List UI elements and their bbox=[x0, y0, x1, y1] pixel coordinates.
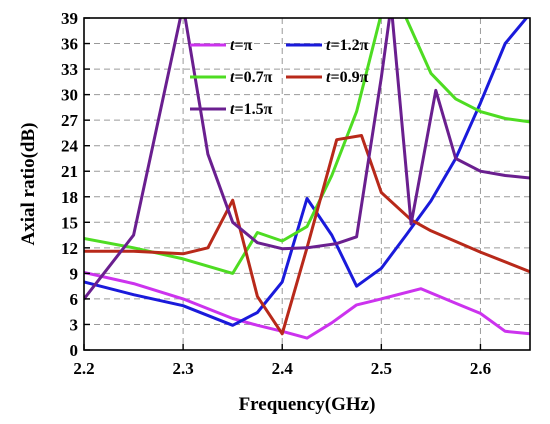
legend-value-5: =1.5π bbox=[234, 101, 272, 118]
legend-value-4: =0.9π bbox=[330, 69, 368, 86]
x-tick-label: 2.5 bbox=[371, 359, 392, 378]
y-tick-label: 3 bbox=[70, 315, 79, 334]
y-tick-label: 6 bbox=[70, 290, 79, 309]
y-tick-label: 18 bbox=[61, 188, 78, 207]
legend-value-3: =0.7π bbox=[234, 69, 272, 86]
series-line-1 bbox=[84, 271, 530, 340]
x-tick-label: 2.3 bbox=[172, 359, 193, 378]
legend-label-3: t=0.7π bbox=[230, 69, 273, 86]
legend-label-5: t=1.5π bbox=[230, 101, 273, 118]
x-tick-label: 2.2 bbox=[73, 359, 94, 378]
legend-label-4: t=0.9π bbox=[326, 69, 369, 86]
legend-label-1: t=π bbox=[230, 37, 253, 54]
y-tick-label: 39 bbox=[61, 9, 78, 28]
y-tick-label: 0 bbox=[70, 341, 79, 360]
x-axis-title: Frequency(GHz) bbox=[239, 394, 376, 415]
gridlines bbox=[84, 18, 530, 350]
series-group bbox=[84, 18, 530, 340]
legend-value-2: =1.2π bbox=[330, 37, 368, 54]
legend-label-2: t=1.2π bbox=[326, 37, 369, 54]
y-tick-label: 33 bbox=[61, 60, 78, 79]
y-tick-label: 30 bbox=[61, 86, 78, 105]
legend-value-1: =π bbox=[234, 37, 252, 54]
series-line-2 bbox=[84, 18, 529, 327]
y-axis-title: Axial ratio(dB) bbox=[18, 123, 39, 246]
y-tick-label: 27 bbox=[61, 111, 79, 130]
y-tick-label: 12 bbox=[61, 239, 78, 258]
series-line-5 bbox=[84, 18, 530, 301]
y-tick-label: 21 bbox=[61, 162, 78, 181]
y-tick-label: 15 bbox=[61, 213, 78, 232]
series-line-4 bbox=[84, 134, 530, 336]
y-tick-label: 24 bbox=[61, 137, 79, 156]
legend: t=π t=1.2π t=0.7π t=0.9π t=1.5π bbox=[190, 37, 369, 118]
plot-frame bbox=[83, 17, 531, 351]
series-line-3 bbox=[84, 18, 530, 275]
x-tick-label: 2.6 bbox=[470, 359, 491, 378]
y-tick-label: 36 bbox=[61, 35, 78, 54]
x-tick-label: 2.4 bbox=[272, 359, 294, 378]
y-tick-label: 9 bbox=[70, 264, 79, 283]
